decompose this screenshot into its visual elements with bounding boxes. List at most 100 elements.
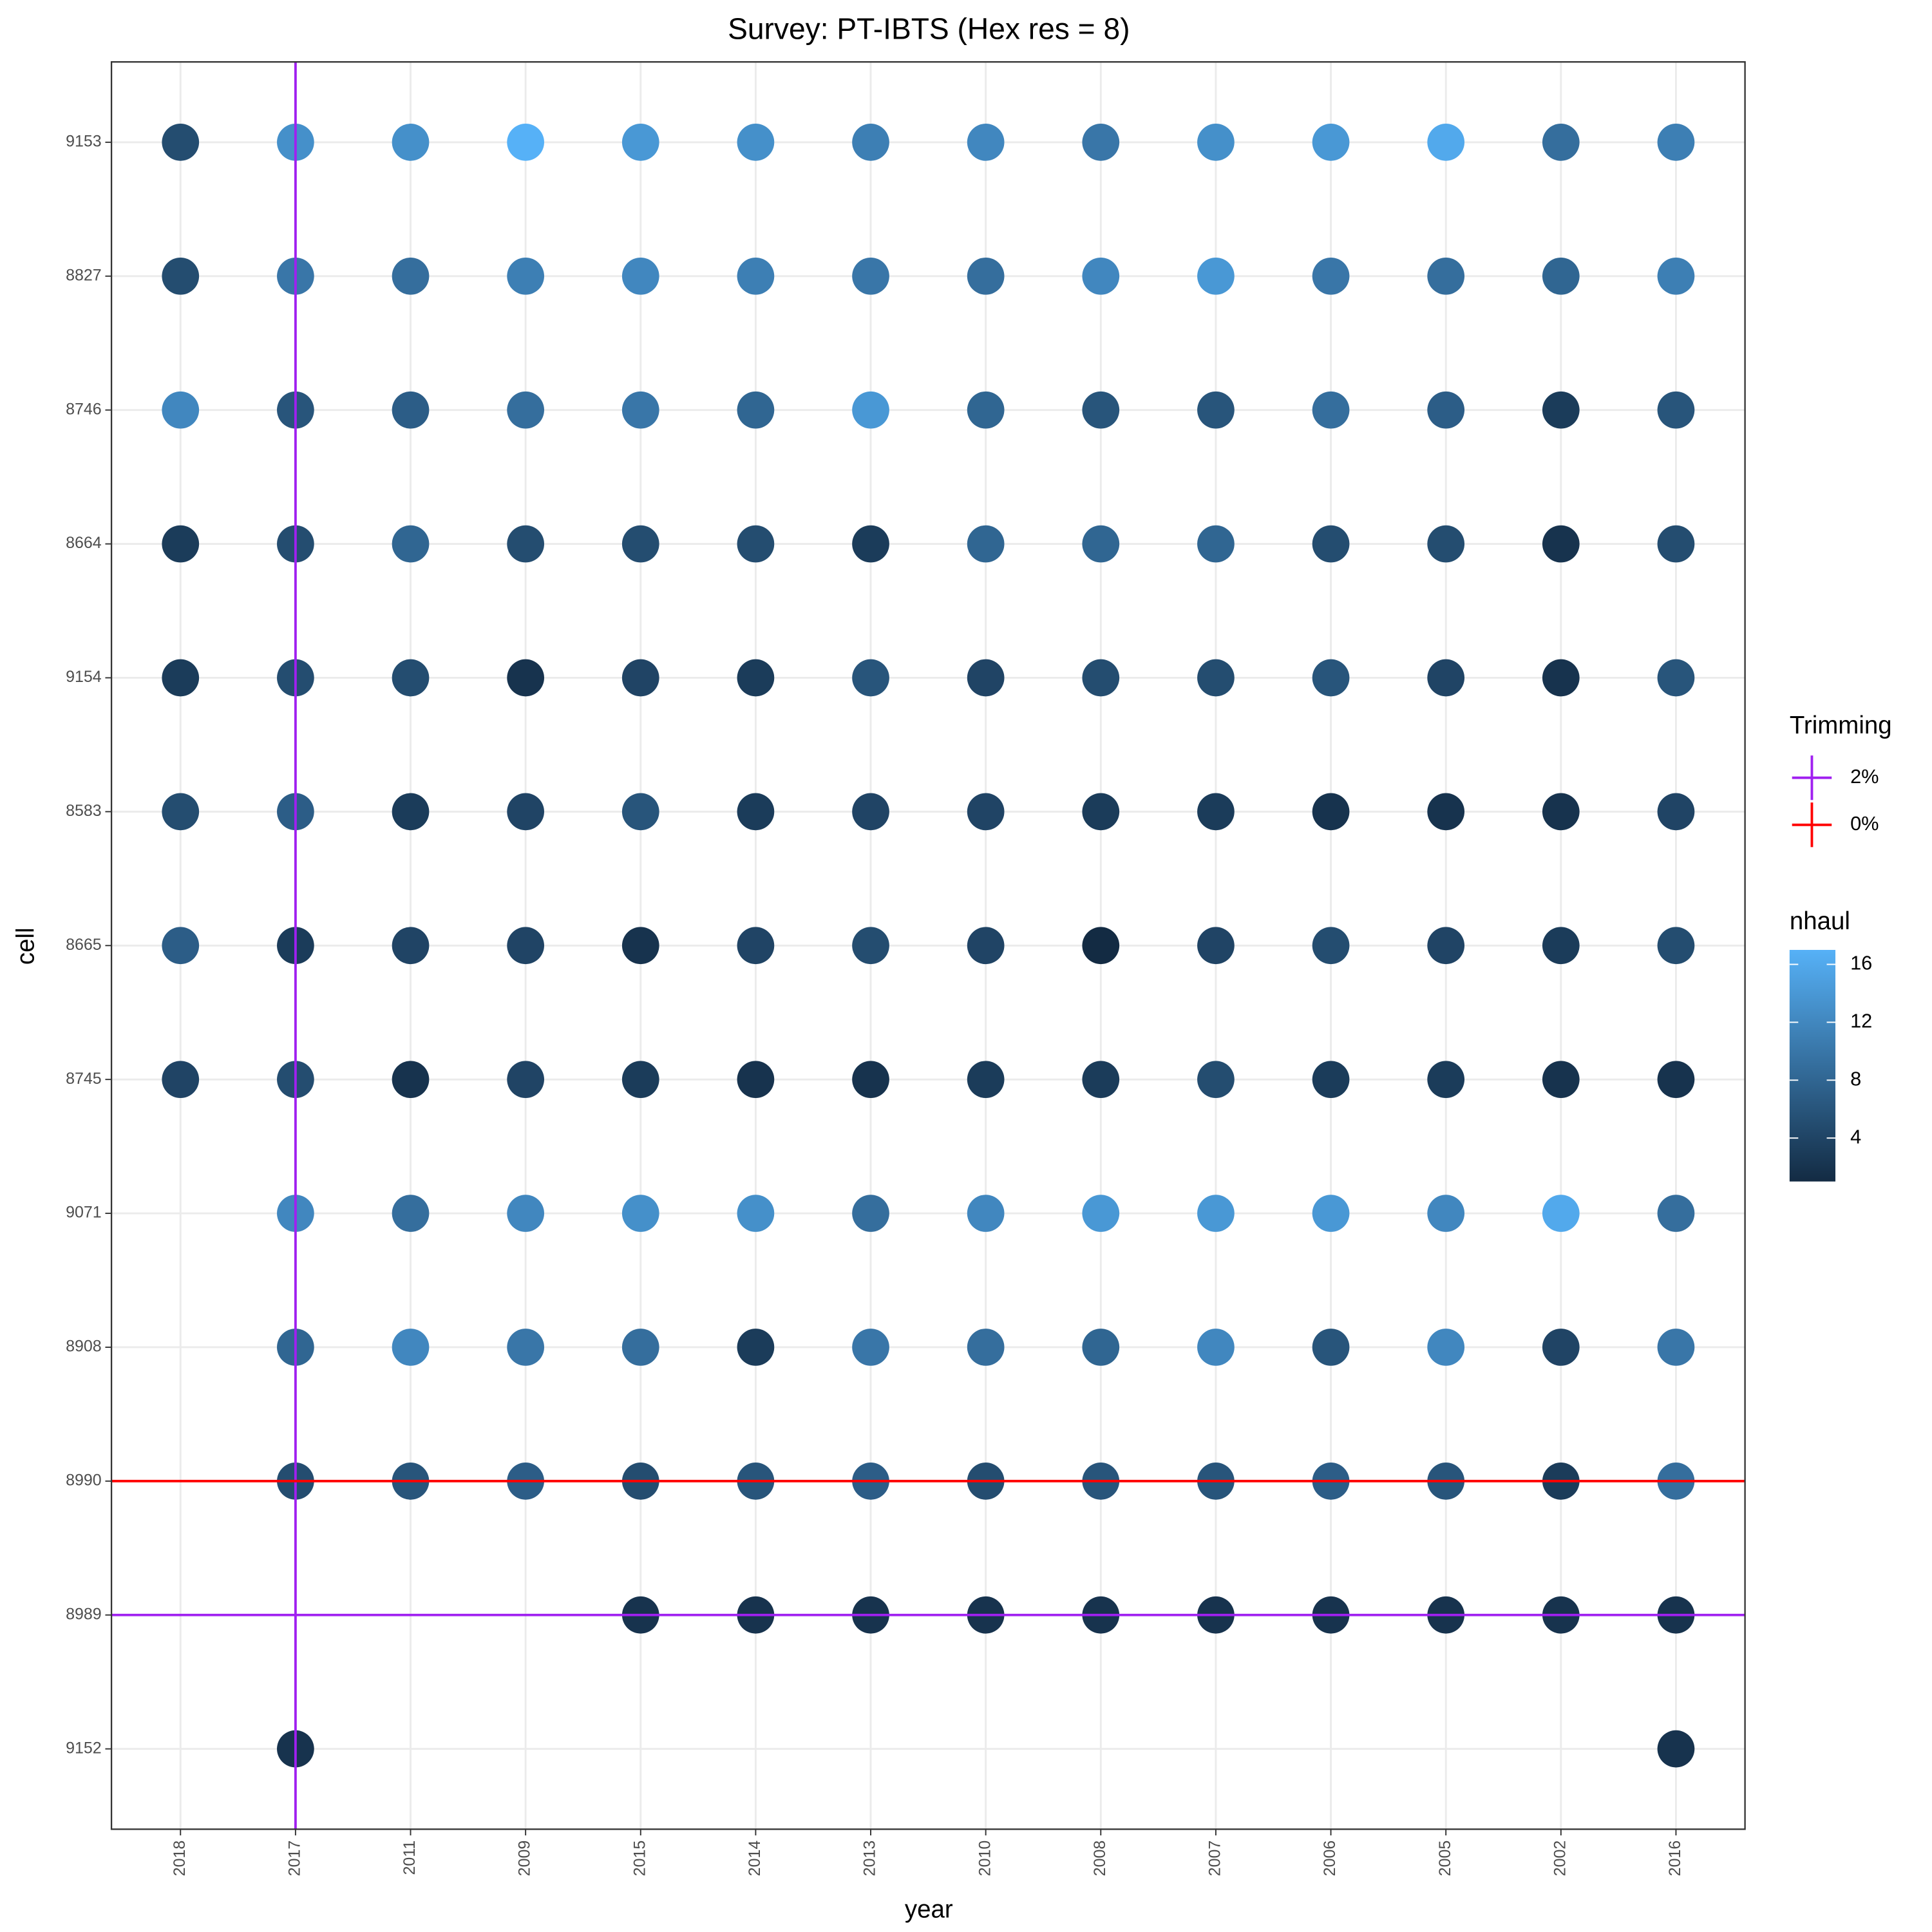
point (162, 124, 200, 161)
y-tick-label: 8989 (66, 1605, 102, 1623)
point (737, 124, 775, 161)
point (967, 257, 1005, 295)
point (162, 659, 200, 697)
point (1542, 793, 1580, 831)
point (507, 391, 544, 429)
point (852, 525, 889, 563)
panel-border (110, 61, 1746, 1830)
point (507, 257, 544, 295)
point (1197, 525, 1235, 563)
point (1427, 927, 1465, 965)
legend-label: 0% (1850, 812, 1879, 835)
point (621, 659, 659, 697)
point (1542, 257, 1580, 295)
point (1082, 793, 1120, 831)
point (392, 257, 430, 295)
point (621, 1061, 659, 1099)
point (1082, 1195, 1120, 1232)
point (392, 793, 430, 831)
point (737, 927, 775, 965)
y-tick-label: 8990 (66, 1471, 102, 1489)
point (1427, 659, 1465, 697)
point (162, 1061, 200, 1099)
point (967, 1061, 1005, 1099)
point (507, 793, 544, 831)
point (1542, 525, 1580, 563)
y-tick-label: 8664 (66, 534, 102, 552)
point (737, 525, 775, 563)
chart-title: Survey: PT-IBTS (Hex res = 8) (728, 12, 1130, 45)
point (1657, 659, 1695, 697)
point (852, 793, 889, 831)
point (1197, 793, 1235, 831)
point (507, 659, 544, 697)
point (392, 391, 430, 429)
point (852, 659, 889, 697)
x-tick-label: 2015 (630, 1841, 649, 1877)
point (1427, 525, 1465, 563)
point (1312, 525, 1350, 563)
point (621, 927, 659, 965)
point (1082, 927, 1120, 965)
point (1082, 1329, 1120, 1366)
y-tick-label: 9071 (66, 1204, 102, 1222)
point (162, 793, 200, 831)
point (392, 124, 430, 161)
colorbar-title: nhaul (1790, 907, 1850, 935)
point (1427, 257, 1465, 295)
x-tick-label: 2009 (516, 1841, 534, 1877)
point (621, 391, 659, 429)
point (621, 257, 659, 295)
point (162, 927, 200, 965)
point (507, 1329, 544, 1366)
point (392, 1195, 430, 1232)
x-tick-label: 2017 (285, 1841, 303, 1877)
point (1312, 124, 1350, 161)
point (737, 1061, 775, 1099)
point (852, 124, 889, 161)
point (1312, 1195, 1350, 1232)
point (852, 391, 889, 429)
point (1312, 391, 1350, 429)
point (392, 1061, 430, 1099)
point (967, 1195, 1005, 1232)
point (507, 525, 544, 563)
point (1657, 257, 1695, 295)
x-axis-title: year (905, 1895, 953, 1923)
x-tick-label: 2014 (746, 1841, 764, 1877)
x-tick-label: 2006 (1321, 1841, 1339, 1877)
y-tick-label: 8745 (66, 1070, 102, 1088)
point (392, 927, 430, 965)
point (852, 927, 889, 965)
point (1197, 927, 1235, 965)
point (392, 525, 430, 563)
point (1427, 1329, 1465, 1366)
point (507, 1061, 544, 1099)
x-tick-label: 2016 (1666, 1841, 1684, 1877)
point (1197, 659, 1235, 697)
point (1082, 391, 1120, 429)
point (1312, 793, 1350, 831)
point (1197, 124, 1235, 161)
point (737, 659, 775, 697)
point (1657, 124, 1695, 161)
point (621, 525, 659, 563)
point (1197, 1329, 1235, 1366)
y-tick-label: 9153 (66, 133, 102, 151)
point (1312, 1061, 1350, 1099)
point (737, 257, 775, 295)
x-tick-label: 2010 (976, 1841, 994, 1877)
point (967, 1329, 1005, 1366)
point (392, 1329, 430, 1366)
colorbar-label: 12 (1850, 1010, 1872, 1032)
x-tick-label: 2005 (1436, 1841, 1454, 1877)
point (507, 1195, 544, 1232)
point (1082, 124, 1120, 161)
point (737, 391, 775, 429)
point (621, 1329, 659, 1366)
point (1427, 124, 1465, 161)
colorbar-label: 16 (1850, 952, 1872, 974)
point (1312, 659, 1350, 697)
point (967, 391, 1005, 429)
